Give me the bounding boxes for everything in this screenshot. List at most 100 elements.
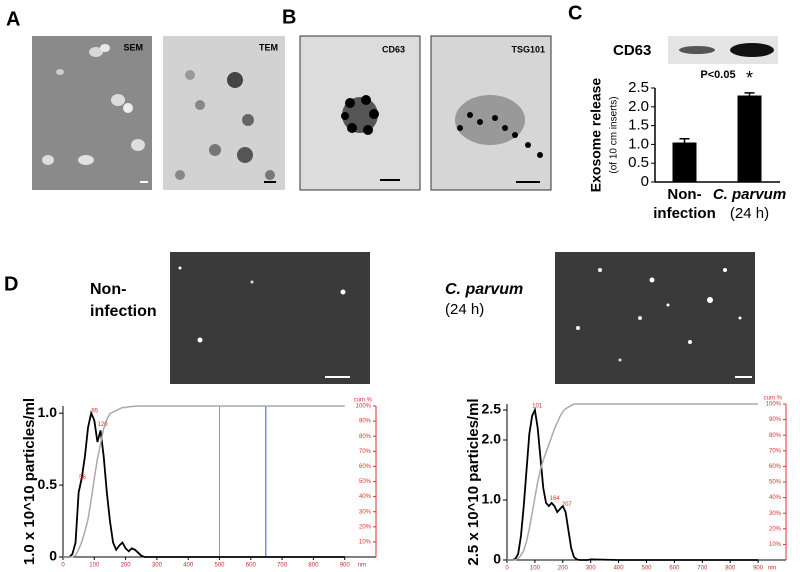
x-tick-label: 800	[725, 566, 736, 572]
image-label: TSG101	[511, 44, 545, 54]
y-tick-label: 1.5	[628, 117, 649, 134]
y2-tick-label: 90%	[769, 417, 782, 423]
y-tick-label: 2.0	[482, 431, 502, 447]
peak-label: 56	[79, 475, 86, 481]
peak-label: 164	[550, 496, 561, 502]
y2-axis-label: cum %	[354, 398, 373, 404]
y-axis-label: Exosome release	[588, 78, 604, 193]
x-tick-label: 700	[697, 566, 708, 572]
y2-tick-label: 30%	[359, 509, 372, 515]
y2-axis-label: cum %	[764, 396, 783, 402]
x-tick-label: 600	[246, 563, 257, 569]
y-tick-label: 2.0	[628, 98, 649, 115]
annotation: *	[746, 68, 753, 88]
x-tick-label: 500	[641, 566, 652, 572]
x-tick-label: 700	[277, 563, 288, 569]
condition-label: C. parvum	[445, 281, 523, 298]
x-tick-label: 300	[586, 566, 597, 572]
y2-tick-label: 80%	[359, 434, 372, 440]
nta-image	[156, 252, 370, 384]
panel-label: C	[568, 2, 582, 24]
y-axis-note: (of 10 cm inserts)	[609, 96, 620, 173]
data-line	[507, 403, 759, 561]
y2-tick-label: 10%	[769, 542, 782, 548]
data-line	[63, 410, 345, 558]
y2-tick-label: 30%	[769, 511, 782, 517]
panel-label: A	[6, 8, 20, 30]
x-tick-label: 400	[614, 566, 625, 572]
y-axis-label: 1.0 x 10^10 particles/ml	[21, 398, 38, 565]
image-label: CD63	[382, 44, 405, 54]
x-tick-label: Non-	[667, 186, 701, 203]
y-tick-label: 2.5	[482, 401, 502, 417]
y2-tick-label: 20%	[769, 526, 782, 532]
x-tick-label: 400	[183, 563, 194, 569]
x-tick-label: 900	[340, 563, 351, 569]
peak-label: 95	[91, 408, 98, 414]
x-tick-label: (24 h)	[730, 205, 769, 222]
x-tick-label: 900	[753, 566, 764, 572]
y2-tick-label: 10%	[359, 539, 372, 545]
y-tick-label: 0	[641, 173, 649, 190]
nta-image	[555, 252, 755, 384]
y2-tick-label: 80%	[769, 433, 782, 439]
sem-image	[32, 36, 152, 190]
panel-label: D	[4, 273, 18, 295]
tsg101-image	[430, 35, 552, 191]
x-tick-label: 500	[214, 563, 225, 569]
y-tick-label: 1.0	[628, 135, 649, 152]
tem-image	[163, 36, 285, 190]
x-axis-label: nm	[768, 566, 776, 572]
y-tick-label: 0.5	[628, 154, 649, 171]
x-tick-label: 0	[61, 563, 65, 569]
y-tick-label: 0.5	[38, 476, 58, 492]
peak-label: 207	[562, 502, 573, 508]
y-tick-label: 0	[49, 548, 57, 564]
x-tick-label: 0	[505, 566, 509, 572]
y2-tick-label: 60%	[359, 464, 372, 470]
peak-label: 120	[98, 422, 109, 428]
condition-label: Non-	[90, 281, 126, 298]
condition-label: infection	[90, 303, 157, 320]
blot-label: CD63	[613, 42, 651, 59]
bar	[737, 95, 762, 182]
cd63-image	[299, 35, 421, 191]
x-tick-label: infection	[653, 205, 716, 222]
x-tick-label: C. parvum	[713, 186, 786, 203]
x-tick-label: 200	[558, 566, 569, 572]
y-tick-label: 2.5	[628, 79, 649, 96]
bar	[672, 142, 697, 182]
y2-tick-label: 40%	[769, 495, 782, 501]
image-label: SEM	[123, 42, 143, 52]
data-line	[63, 405, 345, 558]
y2-tick-label: 50%	[769, 480, 782, 486]
y-axis-label: 2.5 x 10^10 particles/ml	[465, 398, 482, 565]
western-blot	[668, 36, 778, 64]
y2-tick-label: 20%	[359, 524, 372, 530]
x-tick-label: 100	[530, 566, 541, 572]
y2-tick-label: 60%	[769, 464, 782, 470]
x-axis-label: nm	[358, 563, 366, 569]
x-tick-label: 800	[308, 563, 319, 569]
image-label: TEM	[259, 42, 278, 52]
panel-label: B	[282, 6, 296, 28]
y-tick-label: 1.0	[482, 491, 502, 507]
y2-tick-label: 40%	[359, 494, 372, 500]
data-line	[507, 406, 759, 561]
peak-label: 101	[532, 403, 543, 409]
y2-tick-label: 70%	[359, 449, 372, 455]
y-tick-label: 1.0	[38, 404, 58, 420]
y2-tick-label: 70%	[769, 448, 782, 454]
y2-tick-label: 50%	[359, 479, 372, 485]
condition-label: (24 h)	[445, 301, 484, 318]
y2-tick-label: 90%	[359, 419, 372, 425]
y2-tick-label: 100%	[766, 402, 782, 408]
annotation: P<0.05	[700, 69, 735, 81]
x-tick-label: 300	[152, 563, 163, 569]
x-tick-label: 600	[669, 566, 680, 572]
y2-tick-label: 100%	[356, 404, 372, 410]
x-tick-label: 200	[121, 563, 132, 569]
y-tick-label: 0	[493, 551, 501, 567]
x-tick-label: 100	[89, 563, 100, 569]
